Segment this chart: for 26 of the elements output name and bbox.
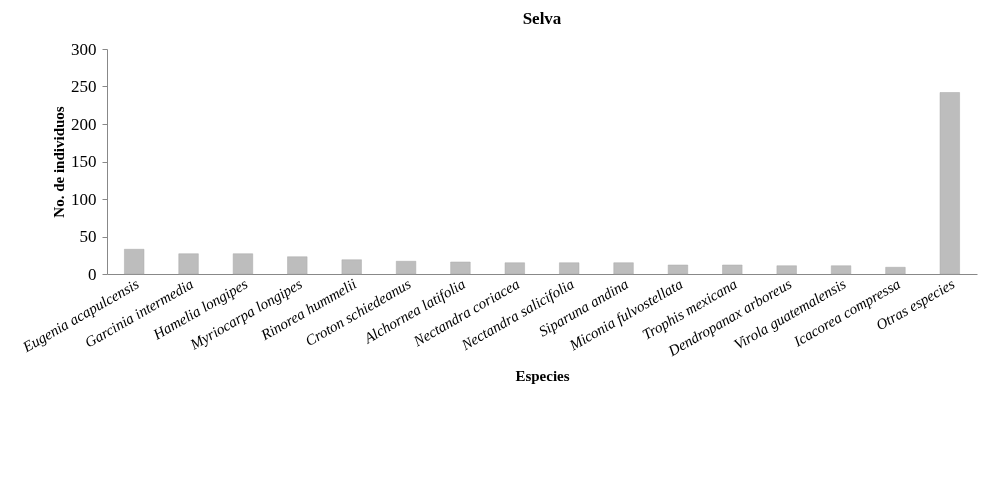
y-tick-label: 50 [79, 227, 97, 246]
bar [667, 264, 688, 275]
bar [776, 265, 797, 275]
bar [559, 262, 580, 275]
bar [885, 267, 906, 275]
bar [504, 262, 525, 275]
bar [232, 253, 253, 275]
bar [613, 262, 634, 275]
bar [450, 261, 471, 275]
bar [939, 92, 960, 275]
y-tick-label: 0 [88, 264, 97, 284]
bar [124, 249, 145, 275]
y-axis-title: No. de individuos [51, 106, 67, 218]
y-tick-label: 100 [71, 189, 97, 209]
bar [831, 265, 852, 275]
x-axis-title: Especies [515, 368, 570, 385]
bar [178, 253, 199, 275]
y-tick-label: 200 [71, 114, 97, 134]
bar [396, 261, 417, 275]
y-tick-label: 300 [71, 39, 97, 59]
y-tick-label: 250 [71, 77, 97, 96]
chart-title: Selva [522, 9, 562, 28]
y-tick-label: 150 [71, 152, 97, 171]
bar [287, 256, 308, 275]
bar [341, 259, 362, 275]
bar [722, 264, 743, 275]
